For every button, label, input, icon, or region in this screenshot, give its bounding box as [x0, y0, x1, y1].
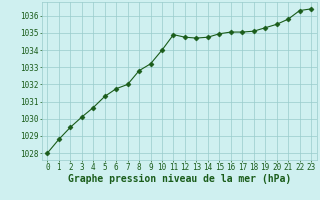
X-axis label: Graphe pression niveau de la mer (hPa): Graphe pression niveau de la mer (hPa) — [68, 174, 291, 184]
